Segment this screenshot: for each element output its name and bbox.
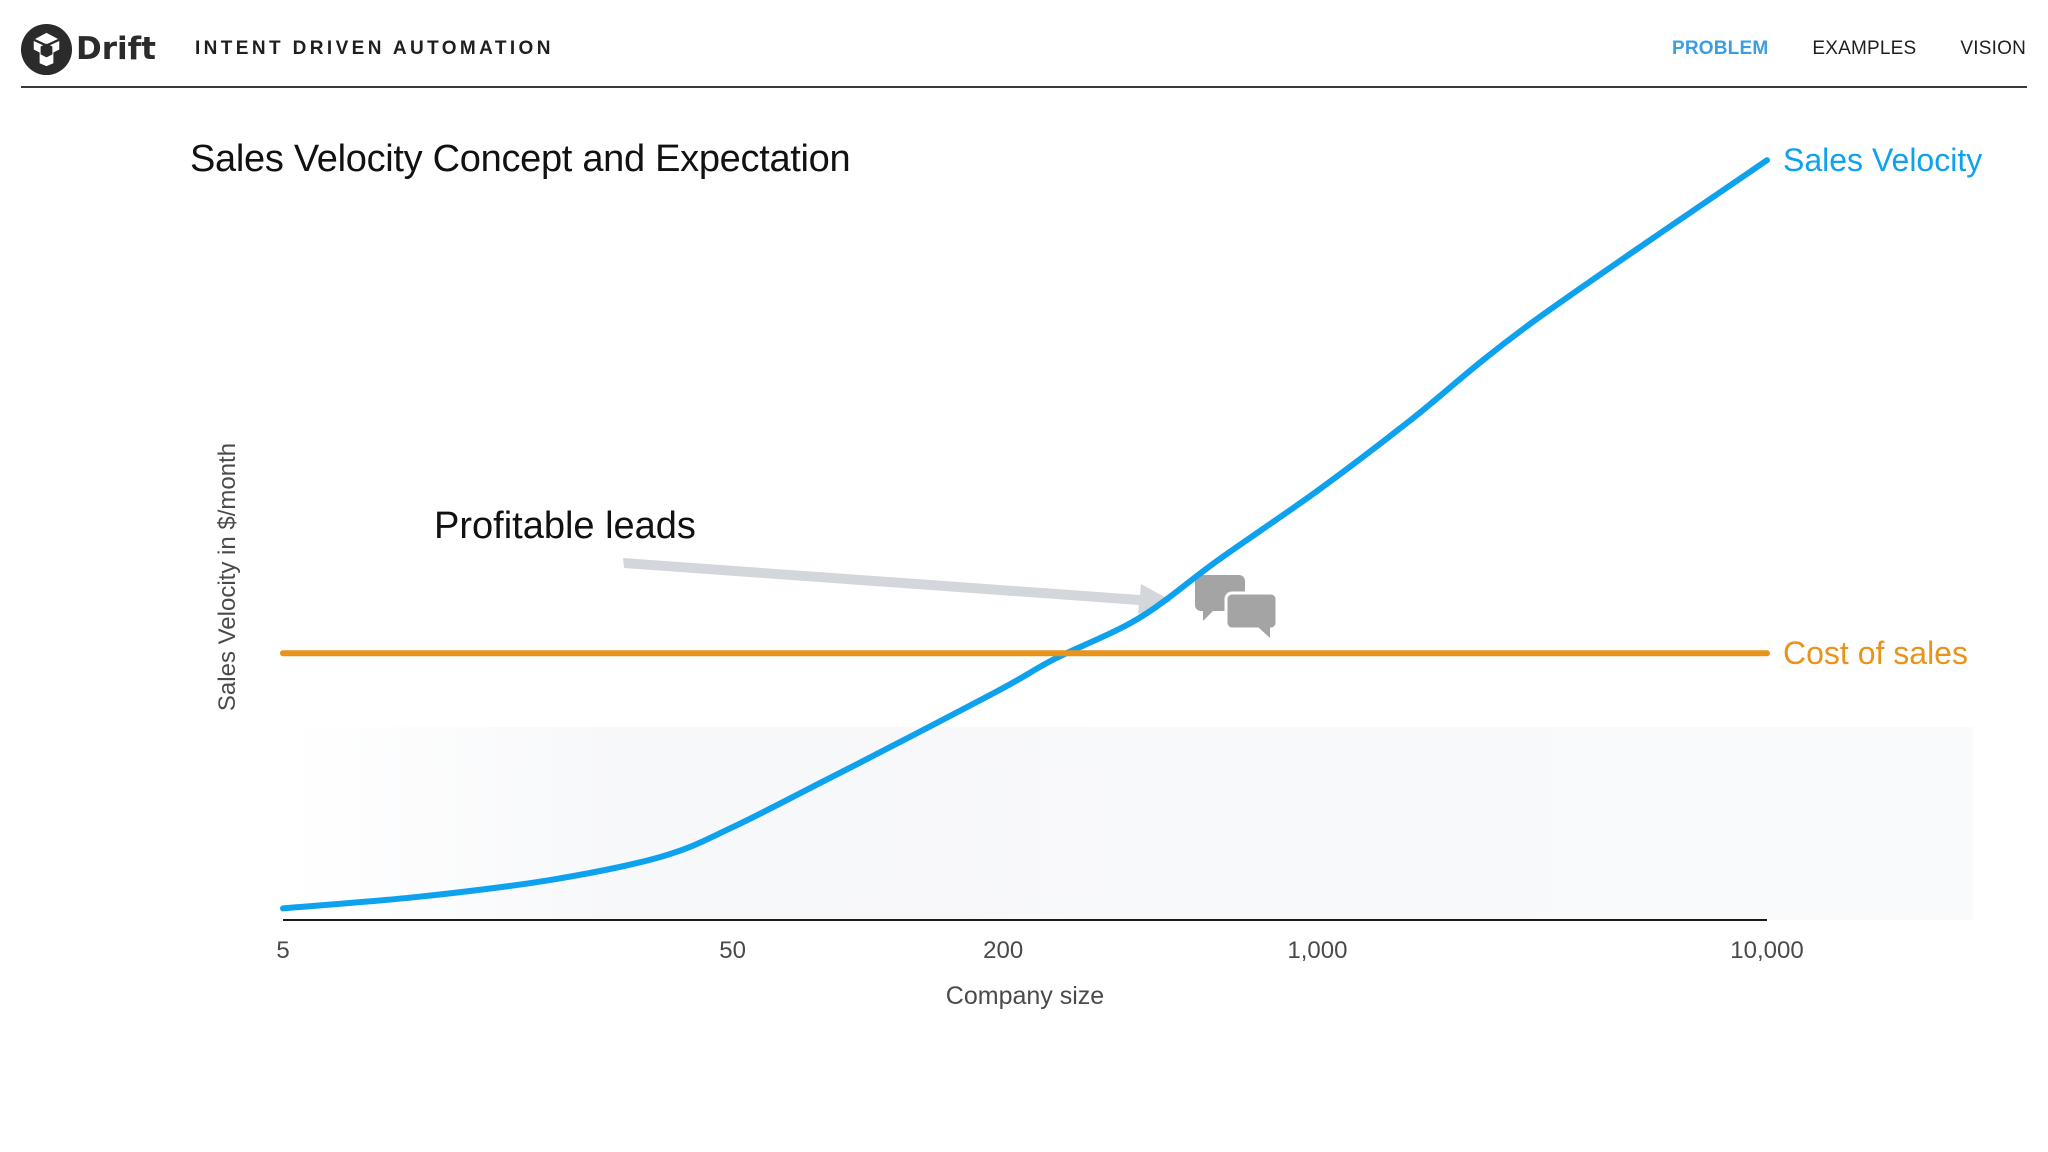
drift-logo-icon bbox=[20, 23, 73, 75]
brand-logo[interactable]: Drift bbox=[20, 22, 156, 76]
x-tick-label: 5 bbox=[276, 937, 289, 964]
x-tick-label: 1,000 bbox=[1287, 937, 1347, 964]
series-label-cost-of-sales: Cost of sales bbox=[1783, 635, 1968, 671]
series-layer bbox=[280, 157, 1770, 912]
series-line-sales-velocity bbox=[280, 157, 1770, 912]
slide-title: Sales Velocity Concept and Expectation bbox=[190, 138, 851, 180]
annotation-arrow bbox=[623, 558, 1172, 614]
x-tick-label: 50 bbox=[719, 937, 746, 964]
top-nav: PROBLEM EXAMPLES VISION bbox=[1628, 38, 2026, 60]
x-tick-labels: 5 50 200 1,000 10,000 bbox=[276, 937, 1803, 964]
annotation-label: Profitable leads bbox=[434, 505, 696, 547]
brand-name: Drift bbox=[76, 31, 156, 67]
x-tick-label: 10,000 bbox=[1730, 937, 1803, 964]
header-bar: Drift INTENT DRIVEN AUTOMATION PROBLEM E… bbox=[0, 0, 2048, 88]
plot-shade bbox=[283, 727, 1973, 920]
nav-item-problem[interactable]: PROBLEM bbox=[1671, 38, 1769, 59]
tagline: INTENT DRIVEN AUTOMATION bbox=[195, 38, 554, 59]
x-tick-label: 200 bbox=[983, 937, 1023, 964]
x-axis-label: Company size bbox=[946, 982, 1104, 1010]
nav-item-examples[interactable]: EXAMPLES bbox=[1812, 38, 1917, 59]
header-divider bbox=[21, 86, 2027, 88]
series-label-sales-velocity: Sales Velocity bbox=[1783, 142, 1982, 178]
chat-bubbles-icon bbox=[1195, 575, 1279, 638]
series-labels: Sales Velocity Cost of sales bbox=[1783, 142, 1982, 671]
nav-item-vision[interactable]: VISION bbox=[1960, 38, 2026, 59]
